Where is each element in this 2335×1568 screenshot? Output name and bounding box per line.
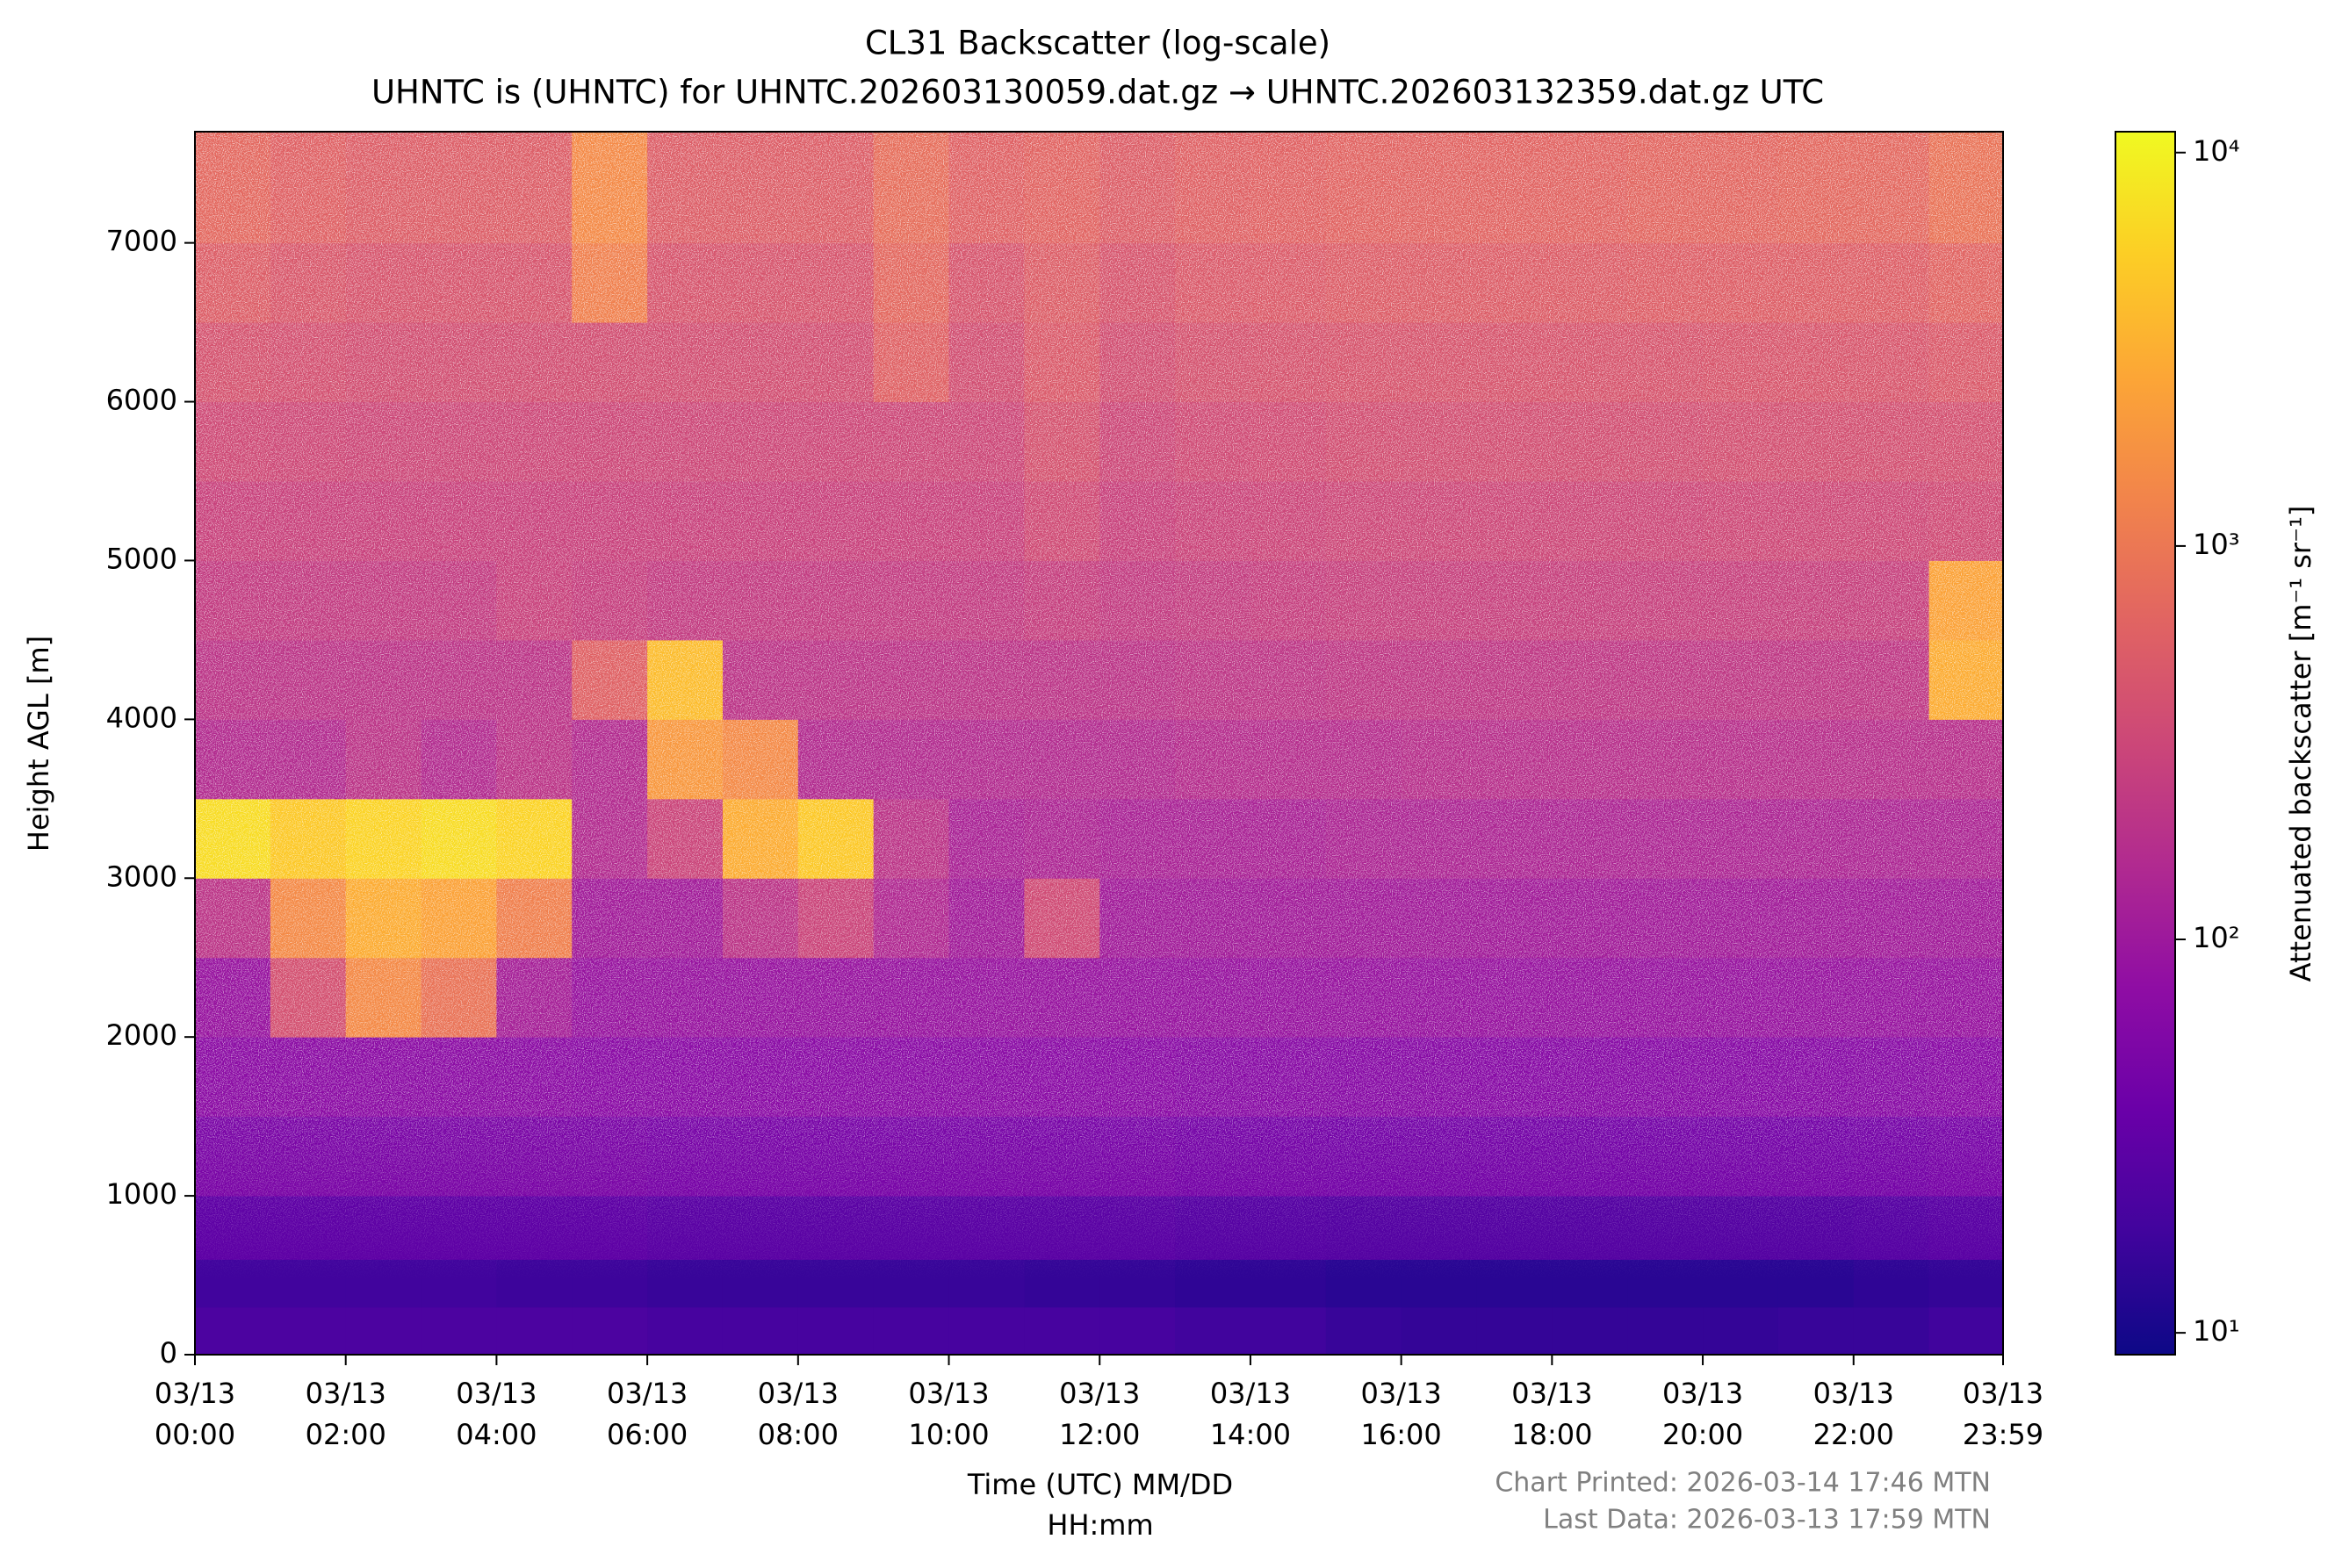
colorbar-tick-label: 10¹ bbox=[2193, 1314, 2240, 1348]
colorbar bbox=[2115, 131, 2176, 1356]
y-tick-label: 4000 bbox=[106, 701, 177, 734]
colorbar-label: Attenuated backscatter [m⁻¹ sr⁻¹] bbox=[2284, 506, 2317, 982]
x-tick-label: 00:00 bbox=[155, 1418, 235, 1451]
x-tick-label: 03/13 bbox=[1662, 1377, 1743, 1410]
x-tick-label: 03/13 bbox=[758, 1377, 839, 1410]
x-tick-label: 20:00 bbox=[1662, 1418, 1743, 1451]
colorbar-tick-label: 10⁴ bbox=[2193, 134, 2240, 168]
footer-note: Chart Printed: 2026-03-14 17:46 MTN bbox=[1495, 1468, 1991, 1499]
x-tick-label: 03/13 bbox=[1361, 1377, 1442, 1410]
x-tick-label: 22:00 bbox=[1813, 1418, 1894, 1451]
x-tick-label: 03/13 bbox=[1963, 1377, 2043, 1410]
x-tick-label: 08:00 bbox=[758, 1418, 839, 1451]
x-tick-label: 03/13 bbox=[908, 1377, 989, 1410]
y-tick-label: 2000 bbox=[106, 1018, 177, 1052]
y-tick-label: 6000 bbox=[106, 384, 177, 417]
colorbar-tick-label: 10³ bbox=[2193, 528, 2240, 561]
x-axis-label: HH:mm bbox=[1047, 1508, 1153, 1542]
y-axis-label: Height AGL [m] bbox=[22, 636, 55, 852]
x-tick-label: 23:59 bbox=[1963, 1418, 2043, 1451]
x-tick-label: 03/13 bbox=[607, 1377, 688, 1410]
x-tick-label: 03/13 bbox=[155, 1377, 235, 1410]
x-tick-label: 03/13 bbox=[306, 1377, 386, 1410]
x-tick-label: 06:00 bbox=[607, 1418, 688, 1451]
footer-note: Last Data: 2026-03-13 17:59 MTN bbox=[1543, 1505, 1991, 1536]
x-tick-label: 04:00 bbox=[456, 1418, 537, 1451]
chart-title: CL31 Backscatter (log-scale) bbox=[865, 25, 1330, 62]
x-tick-label: 18:00 bbox=[1511, 1418, 1592, 1451]
x-tick-label: 03/13 bbox=[1059, 1377, 1140, 1410]
chart-subtitle: UHNTC is (UHNTC) for UHNTC.202603130059.… bbox=[371, 74, 1824, 111]
noise-overlay bbox=[195, 132, 2003, 1355]
x-axis-label: Time (UTC) MM/DD bbox=[967, 1468, 1233, 1501]
colorbar-tick-label: 10² bbox=[2193, 921, 2240, 954]
x-tick-label: 03/13 bbox=[1813, 1377, 1894, 1410]
y-tick-label: 5000 bbox=[106, 542, 177, 575]
y-tick-label: 7000 bbox=[106, 225, 177, 258]
y-tick-label: 1000 bbox=[106, 1177, 177, 1211]
y-tick-label: 0 bbox=[160, 1336, 177, 1370]
x-tick-label: 02:00 bbox=[306, 1418, 386, 1451]
x-tick-label: 03/13 bbox=[456, 1377, 537, 1410]
x-tick-label: 12:00 bbox=[1059, 1418, 1140, 1451]
x-tick-label: 03/13 bbox=[1511, 1377, 1592, 1410]
x-tick-label: 03/13 bbox=[1210, 1377, 1291, 1410]
x-tick-label: 10:00 bbox=[908, 1418, 989, 1451]
y-tick-label: 3000 bbox=[106, 860, 177, 893]
x-tick-label: 16:00 bbox=[1361, 1418, 1442, 1451]
x-tick-label: 14:00 bbox=[1210, 1418, 1291, 1451]
